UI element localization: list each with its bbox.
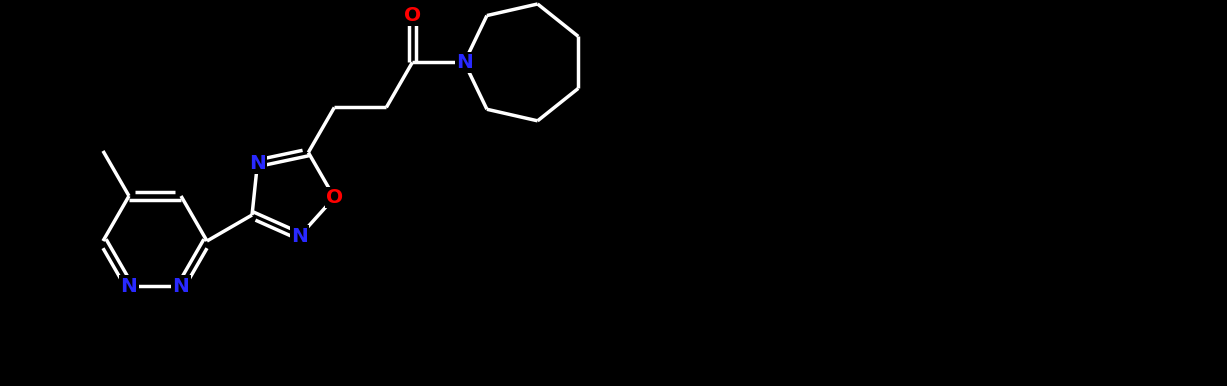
Text: N: N	[249, 154, 266, 173]
Text: N: N	[291, 227, 308, 245]
Text: O: O	[326, 188, 342, 207]
Text: N: N	[173, 276, 189, 296]
Text: N: N	[456, 53, 472, 72]
Text: O: O	[404, 6, 421, 25]
Text: N: N	[120, 276, 137, 296]
